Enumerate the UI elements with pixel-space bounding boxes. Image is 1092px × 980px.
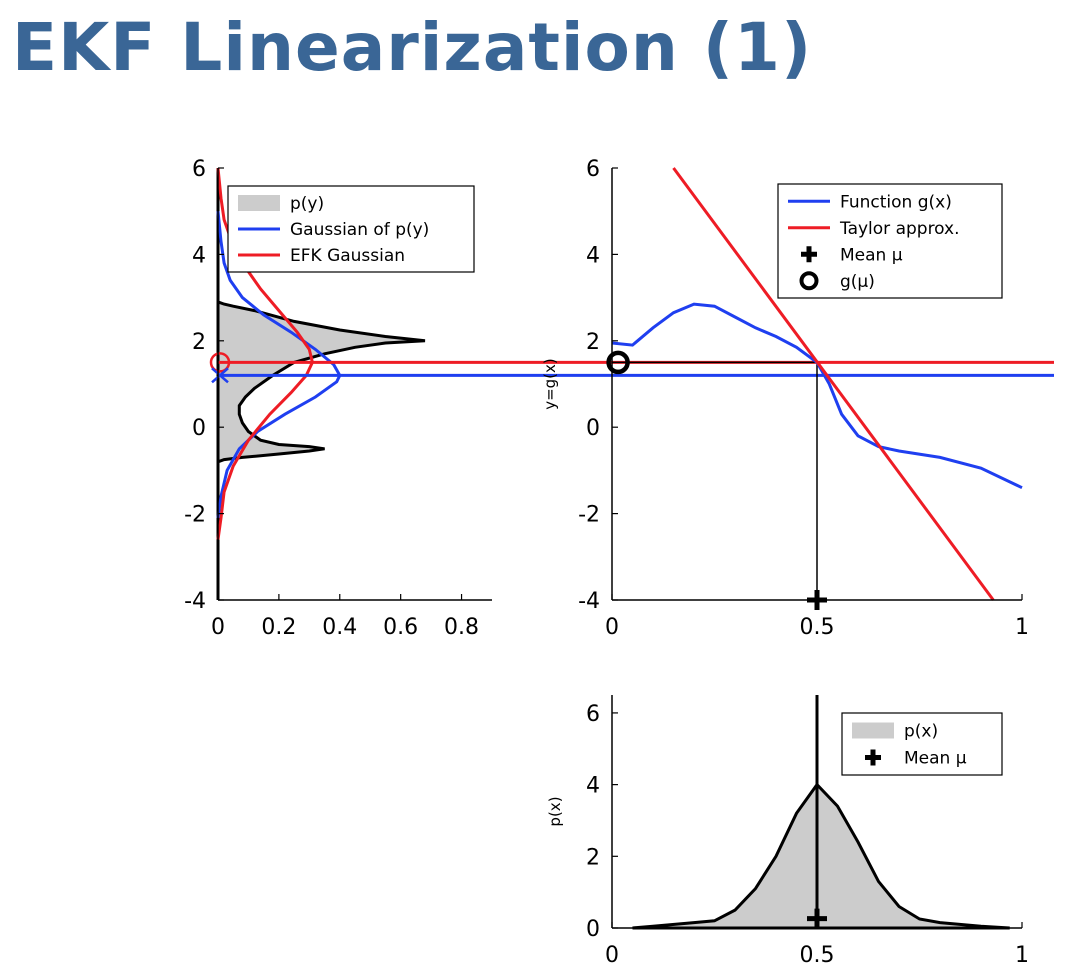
x-tick-label: 0.2 [261,615,296,640]
legend-entry-label: Mean μ [904,749,967,769]
slide-title: EKF Linearization (1) [12,9,813,86]
series-1-line [611,302,1023,490]
legend-swatch-patch [238,195,280,211]
legend-entry-label: g(μ) [840,272,875,292]
marker-efk-mean-circle [209,352,231,373]
legend-entry-label: p(y) [290,194,324,214]
x-tick-label: 0 [605,943,619,968]
legend-swatch-plus [865,749,881,766]
x-tick-label: 0.6 [383,615,418,640]
chart-g-of-x: -4 -2 0 2 4 6 0 0.5 1 y=g(x) Function g(x) Taylor a… [541,157,1029,640]
legend-swatch-patch [852,722,894,739]
y-tick-label: 6 [586,157,600,182]
y-tick-label: -4 [578,589,600,614]
y-tick-label: 6 [192,157,206,182]
y-tick-label: 4 [192,243,206,268]
marker-gaussian-mean-cross [211,367,229,384]
legend-entry-label: Function g(x) [840,192,952,212]
x-tick-label: 0.4 [322,615,357,640]
legend-entry-label: p(x) [904,722,938,742]
y-tick-label: 0 [586,416,600,441]
y-tick-label: 2 [192,330,206,355]
series-1-area [216,168,426,600]
y-tick-label: 4 [586,243,600,268]
x-tick-label: 0.8 [444,615,479,640]
y-tick-label: -4 [184,589,206,614]
y-tick-label: 2 [586,845,600,870]
y-tick-label: 2 [586,330,600,355]
legend-entry-label: EFK Gaussian [290,246,405,266]
series-2-line [216,211,342,519]
chart-p-of-x: 0 2 4 6 0 0.5 1 p(x) p(x) Mean μ [546,695,1029,968]
y-tick-label: -2 [184,503,206,528]
y-tick-label: -2 [578,503,600,528]
x-tick-label: 0.5 [800,943,835,968]
x-tick-label: 0 [605,615,619,640]
legend: p(y) Gaussian of p(y) EFK Gaussian [227,185,475,273]
x-tick-label: 1 [1015,615,1029,640]
legend-swatch-plus [801,246,817,263]
legend: Function g(x) Taylor approx. Mean μ g(μ) [777,183,1003,299]
y-tick-label: 4 [586,774,600,799]
series-1-area [632,782,1010,930]
legend-entry-label: Taylor approx. [839,219,960,239]
legend-swatch-ring [799,271,819,291]
y-axis-label: y=g(x) [541,358,559,410]
y-tick-label: 6 [586,702,600,727]
legend-entry-label: Gaussian of p(y) [290,220,429,240]
legend-entry-label: Mean μ [840,245,903,265]
marker-g-mu-ring [606,350,630,375]
chart-p-of-y: -4 -2 0 2 4 6 0 0.2 0.4 0.6 0.8 p(y) Gaussian of p(y… [184,157,1054,640]
y-tick-label: 0 [586,917,600,942]
x-tick-label: 0 [211,615,225,640]
series-2-line [672,167,995,601]
x-tick-label: 0.5 [800,615,835,640]
y-tick-label: 0 [192,416,206,441]
legend: p(x) Mean μ [841,712,1003,776]
y-axis-label: p(x) [546,796,564,826]
x-tick-label: 1 [1015,943,1029,968]
